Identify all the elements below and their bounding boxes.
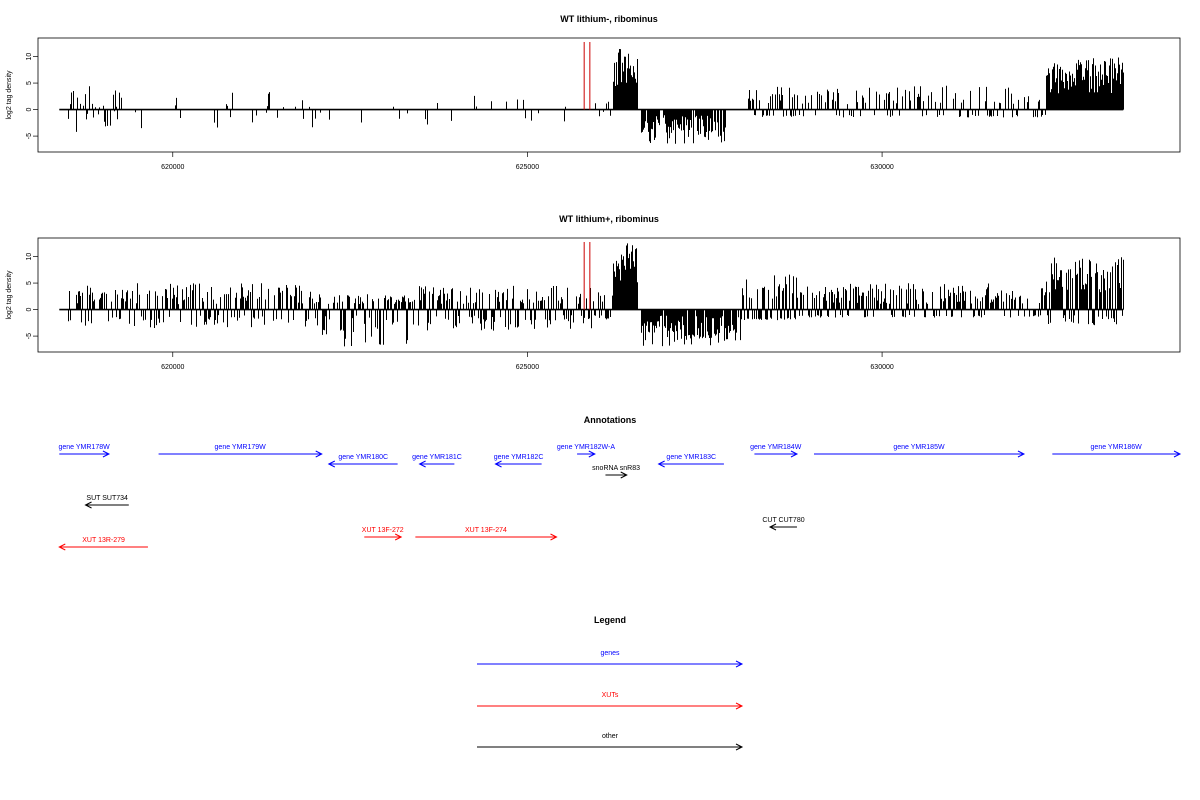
feature-gene-ymr178w: gene YMR178W bbox=[58, 444, 111, 458]
feature-arrow bbox=[754, 450, 799, 458]
annotations-panel: Annotations gene YMR178W gene YMR179W gene … bbox=[58, 415, 1182, 551]
feature-cut-cut780: CUT CUT780 bbox=[762, 517, 805, 531]
feature-label: snoRNA snR83 bbox=[592, 465, 640, 472]
x-tick-label: 625000 bbox=[516, 164, 539, 171]
track-title: WT lithium+, ribominus bbox=[559, 214, 659, 224]
x-axis: 620000 625000 630000 bbox=[161, 352, 894, 371]
y-axis: -5 0 5 10 log2 tag density bbox=[6, 53, 38, 139]
feature-label: gene YMR181C bbox=[412, 454, 462, 461]
y-tick-label: 0 bbox=[26, 108, 33, 112]
x-tick-label: 620000 bbox=[161, 164, 184, 171]
y-axis: -5 0 5 10 log2 tag density bbox=[6, 253, 38, 339]
feature-arrow bbox=[605, 471, 628, 479]
feature-arrow bbox=[1052, 450, 1182, 458]
feature-label: gene YMR182C bbox=[494, 454, 544, 461]
feature-snorna-snr83: snoRNA snR83 bbox=[592, 465, 640, 479]
feature-gene-ymr183c: gene YMR183C bbox=[657, 454, 724, 468]
legend-item-other: other bbox=[477, 733, 744, 751]
density-bar-series bbox=[68, 49, 1124, 144]
feature-label: gene YMR178W bbox=[58, 444, 110, 451]
feature-label: gene YMR183C bbox=[666, 454, 716, 461]
legend-arrow bbox=[477, 702, 744, 710]
feature-gene-ymr181c: gene YMR181C bbox=[412, 454, 462, 468]
feature-label: gene YMR182W-A bbox=[557, 444, 615, 451]
feature-xut-13r-279: XUT 13R-279 bbox=[58, 537, 148, 551]
feature-arrow bbox=[415, 533, 558, 541]
feature-arrow bbox=[657, 460, 724, 468]
plot-frame bbox=[37, 37, 1181, 153]
y-axis-label: log2 tag density bbox=[6, 270, 13, 320]
annotations-title: Annotations bbox=[584, 415, 637, 425]
y-tick-label: 10 bbox=[26, 53, 33, 61]
feature-arrow bbox=[59, 450, 111, 458]
feature-arrow bbox=[813, 450, 1026, 458]
feature-gene-ymr180c: gene YMR180C bbox=[327, 454, 398, 468]
y-tick-label: 5 bbox=[26, 281, 33, 285]
y-tick-label: 0 bbox=[26, 308, 33, 312]
legend-arrow bbox=[477, 660, 744, 668]
density-bars bbox=[68, 243, 1124, 347]
feature-xut-13f-272: XUT 13F-272 bbox=[362, 527, 404, 541]
feature-arrow bbox=[418, 460, 455, 468]
legend-label: other bbox=[602, 733, 619, 740]
legend-label: genes bbox=[600, 650, 620, 657]
legend-item-gene: genes bbox=[477, 650, 744, 668]
plot-frame bbox=[37, 237, 1181, 353]
feature-gene-ymr184w: gene YMR184W bbox=[750, 444, 802, 458]
feature-label: XUT 13R-279 bbox=[82, 537, 125, 544]
x-axis: 620000 625000 630000 bbox=[161, 152, 894, 171]
feature-arrow bbox=[58, 543, 148, 551]
y-tick-label: 10 bbox=[26, 253, 33, 261]
x-tick-label: 625000 bbox=[516, 364, 539, 371]
legend-title: Legend bbox=[594, 615, 626, 625]
feature-gene-ymr185w: gene YMR185W bbox=[813, 444, 1026, 458]
feature-arrow bbox=[158, 450, 323, 458]
legend-item-xut: XUTs bbox=[477, 692, 744, 710]
feature-arrow bbox=[494, 460, 542, 468]
x-tick-label: 630000 bbox=[870, 164, 893, 171]
feature-xut-13f-274: XUT 13F-274 bbox=[415, 527, 558, 541]
x-tick-label: 630000 bbox=[870, 364, 893, 371]
feature-arrow bbox=[327, 460, 398, 468]
y-tick-label: 5 bbox=[26, 81, 33, 85]
feature-label: SUT SUT734 bbox=[86, 495, 128, 502]
y-tick-label: -5 bbox=[26, 333, 33, 339]
legend-label: XUTs bbox=[602, 692, 619, 699]
feature-label: gene YMR179W bbox=[215, 444, 267, 451]
feature-label: gene YMR185W bbox=[893, 444, 945, 451]
track-panel-1: WT lithium-, ribominus -5 0 5 10 log2 tag den… bbox=[6, 14, 1181, 171]
feature-arrow bbox=[768, 523, 797, 531]
feature-arrow bbox=[84, 501, 129, 509]
feature-arrow bbox=[364, 533, 403, 541]
feature-label: XUT 13F-274 bbox=[465, 527, 507, 534]
legend-arrow bbox=[477, 743, 744, 751]
feature-gene-ymr182c: gene YMR182C bbox=[494, 454, 544, 468]
density-bars bbox=[68, 49, 1124, 144]
y-tick-label: -5 bbox=[26, 133, 33, 139]
feature-label: gene YMR186W bbox=[1091, 444, 1143, 451]
feature-label: CUT CUT780 bbox=[762, 517, 804, 524]
feature-gene-ymr182w-a: gene YMR182W-A bbox=[557, 444, 615, 458]
feature-arrow bbox=[577, 450, 596, 458]
track-panel-2: WT lithium+, ribominus -5 0 5 10 log2 tag den… bbox=[6, 214, 1181, 371]
legend: Legend genes XUTs other bbox=[477, 615, 744, 751]
y-axis-label: log2 tag density bbox=[6, 70, 13, 120]
feature-label: gene YMR180C bbox=[338, 454, 388, 461]
x-tick-label: 620000 bbox=[161, 364, 184, 371]
feature-label: gene YMR184W bbox=[750, 444, 802, 451]
density-bar-series bbox=[68, 243, 1124, 347]
feature-gene-ymr179w: gene YMR179W bbox=[158, 444, 323, 458]
track-title: WT lithium-, ribominus bbox=[560, 14, 658, 24]
feature-label: XUT 13F-272 bbox=[362, 527, 404, 534]
feature-sut-sut734: SUT SUT734 bbox=[84, 495, 129, 509]
feature-gene-ymr186w: gene YMR186W bbox=[1052, 444, 1182, 458]
